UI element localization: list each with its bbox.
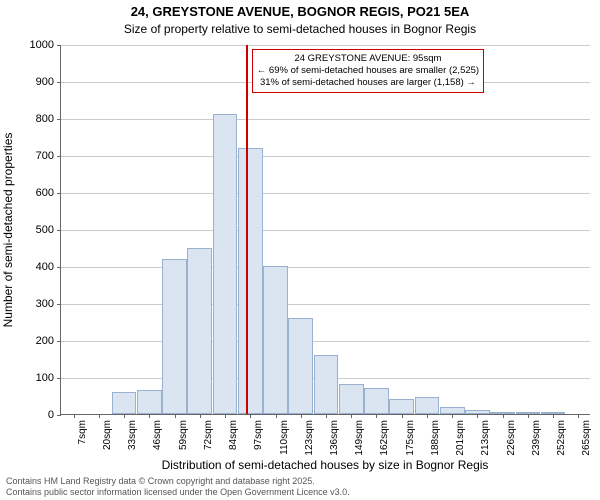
x-tick-label: 136sqm [329, 420, 340, 456]
y-tick-label: 200 [0, 335, 54, 347]
footer-line: Contains HM Land Registry data © Crown c… [6, 476, 350, 487]
histogram-bar [389, 399, 414, 414]
gridline [61, 230, 590, 231]
gridline [61, 267, 590, 268]
y-tick-label: 400 [0, 261, 54, 273]
x-tick-label: 33sqm [127, 420, 138, 450]
x-tick-label: 162sqm [379, 420, 390, 456]
y-tick-label: 800 [0, 113, 54, 125]
y-tick-label: 600 [0, 187, 54, 199]
chart-title: 24, GREYSTONE AVENUE, BOGNOR REGIS, PO21… [0, 4, 600, 19]
x-tick-label: 252sqm [556, 420, 567, 456]
x-tick-label: 110sqm [279, 420, 290, 455]
annotation-line: 24 GREYSTONE AVENUE: 95sqm [257, 53, 479, 65]
x-tick-label: 239sqm [531, 420, 542, 456]
gridline [61, 304, 590, 305]
x-tick-label: 20sqm [102, 420, 113, 450]
histogram-bar [314, 355, 339, 414]
histogram-bar [162, 259, 187, 414]
y-tick-label: 1000 [0, 39, 54, 51]
histogram-bar [213, 114, 238, 414]
x-tick-label: 72sqm [203, 420, 214, 450]
x-tick-label: 175sqm [405, 420, 416, 456]
annotation-line: ← 69% of semi-detached houses are smalle… [257, 65, 479, 77]
property-marker-line [246, 45, 248, 414]
histogram-bar [364, 388, 389, 414]
annotation-line: 31% of semi-detached houses are larger (… [257, 77, 479, 89]
x-tick-label: 7sqm [77, 420, 88, 444]
histogram-bar [238, 148, 263, 414]
y-tick-label: 0 [0, 409, 54, 421]
histogram-bar [187, 248, 212, 415]
gridline [61, 156, 590, 157]
histogram-bar [112, 392, 137, 414]
gridline [61, 119, 590, 120]
footer-notice: Contains HM Land Registry data © Crown c… [6, 476, 350, 498]
x-tick-label: 59sqm [178, 420, 189, 450]
x-tick-label: 46sqm [152, 420, 163, 450]
y-tick-label: 300 [0, 298, 54, 310]
gridline [61, 341, 590, 342]
histogram-bar [263, 266, 288, 414]
plot-area: 24 GREYSTONE AVENUE: 95sqm← 69% of semi-… [60, 45, 590, 415]
x-tick-label: 226sqm [506, 420, 517, 456]
x-axis-title: Distribution of semi-detached houses by … [60, 458, 590, 472]
y-tick-label: 500 [0, 224, 54, 236]
gridline [61, 45, 590, 46]
histogram-bar [440, 407, 465, 414]
y-tick-label: 700 [0, 150, 54, 162]
x-tick-label: 97sqm [253, 420, 264, 450]
x-tick-label: 149sqm [354, 420, 365, 456]
y-tick-label: 900 [0, 76, 54, 88]
x-tick-label: 123sqm [304, 420, 315, 456]
y-tick-label: 100 [0, 372, 54, 384]
footer-line: Contains public sector information licen… [6, 487, 350, 498]
x-tick-label: 265sqm [581, 420, 592, 456]
histogram-bar [137, 390, 162, 414]
annotation-box: 24 GREYSTONE AVENUE: 95sqm← 69% of semi-… [252, 49, 484, 93]
x-tick-label: 213sqm [480, 420, 491, 456]
histogram-bar [339, 384, 364, 414]
gridline [61, 193, 590, 194]
histogram-bar [288, 318, 313, 414]
histogram-bar [415, 397, 440, 414]
chart-subtitle: Size of property relative to semi-detach… [0, 22, 600, 36]
property-size-chart: 24, GREYSTONE AVENUE, BOGNOR REGIS, PO21… [0, 0, 600, 500]
x-tick-label: 201sqm [455, 420, 466, 456]
x-tick-label: 188sqm [430, 420, 441, 456]
x-tick-label: 84sqm [228, 420, 239, 450]
